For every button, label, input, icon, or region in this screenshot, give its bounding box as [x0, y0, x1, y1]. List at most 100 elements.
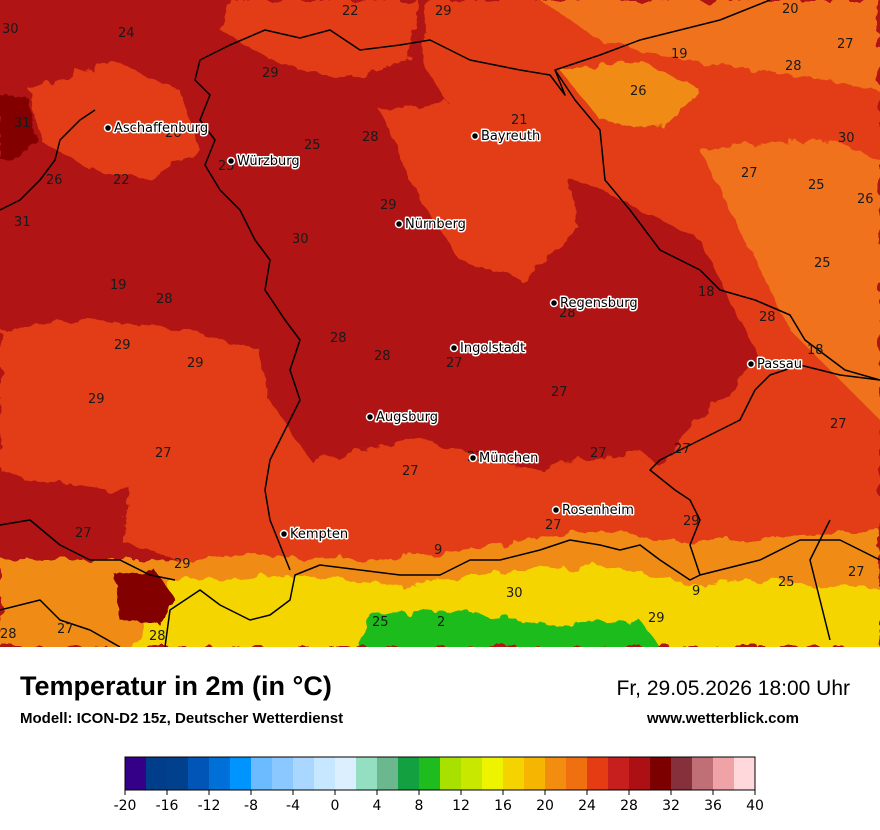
temperature-value: 30: [506, 586, 523, 601]
border-hesse: [0, 109, 96, 211]
temperature-value: 29: [683, 514, 700, 529]
temperature-value: 18: [698, 285, 715, 300]
temperature-value: 26: [630, 84, 647, 99]
city-marker: [449, 343, 459, 353]
legend-tick-label: 40: [746, 798, 764, 814]
legend-color-swatch: [419, 757, 441, 790]
temperature-value: 25: [808, 178, 825, 193]
temperature-value: 28: [559, 306, 576, 321]
temperature-value: 31: [14, 116, 31, 131]
legend-color-swatch: [608, 757, 630, 790]
legend-color-swatch: [692, 757, 714, 790]
legend-color-swatch: [503, 757, 525, 790]
city-label: Bayreuth: [481, 129, 540, 144]
temperature-value: 29: [435, 4, 452, 19]
city-marker: [103, 123, 113, 133]
temperature-value: 29: [114, 338, 131, 353]
border-tyrol: [809, 519, 831, 641]
legend-color-swatch: [188, 757, 210, 790]
legend-color-swatch: [545, 757, 567, 790]
temperature-value: 28: [785, 59, 802, 74]
border-bavaria-north: [199, 0, 771, 96]
border-czech: [554, 69, 880, 381]
temperature-value: 27: [837, 37, 854, 52]
temperature-value: 20: [782, 2, 799, 17]
border-switzerland-2: [0, 599, 121, 647]
temperature-value: 29: [262, 66, 279, 81]
temperature-value: 27: [830, 417, 847, 432]
legend-color-swatch: [524, 757, 546, 790]
city-markers: Aschaffenburg Würzburg Bayreuth Nürnberg Reg…: [103, 120, 803, 544]
temp-area-fichtelgebirge: [560, 60, 700, 130]
temperature-value: 26: [857, 192, 874, 207]
legend-tick-label: -12: [198, 798, 221, 814]
legend-color-swatch: [167, 757, 189, 790]
temperature-value: 25: [814, 256, 831, 271]
temperature-value: 27: [402, 464, 419, 479]
city-label: Passau: [757, 357, 802, 372]
temperature-value: 30: [2, 22, 19, 37]
temperature-value: 24: [118, 26, 135, 41]
legend-tick-label: -20: [114, 798, 137, 814]
temperature-value: 29: [174, 557, 191, 572]
temp-area-lake-constance: [115, 570, 175, 625]
legend-color-swatch: [251, 757, 273, 790]
temperature-value: 28: [759, 310, 776, 325]
legend-color-swatch: [587, 757, 609, 790]
temp-area-southwest: [120, 400, 700, 575]
temperature-value: 19: [110, 278, 127, 293]
legend-color-swatch: [377, 757, 399, 790]
legend-frame: [124, 756, 756, 791]
city-label: Nürnberg: [405, 217, 466, 232]
legend-tick-label: 16: [494, 798, 512, 814]
city-marker: [394, 219, 404, 229]
legend-tick-label: 32: [662, 798, 680, 814]
legend-tick-label: 12: [452, 798, 470, 814]
city-label: Aschaffenburg: [114, 121, 208, 136]
temperature-value: 29: [380, 198, 397, 213]
legend-color-swatch: [335, 757, 357, 790]
city-label: Augsburg: [376, 410, 438, 425]
border-austria-salzburg: [699, 539, 880, 576]
temperature-value: 21: [511, 113, 528, 128]
border-bavaria-west: [194, 59, 301, 571]
temp-area-franconia-orange: [380, 100, 580, 280]
temperature-value: 27: [741, 166, 758, 181]
temperature-value: 27: [545, 518, 562, 533]
website-link[interactable]: www.wetterblick.com: [647, 710, 799, 727]
model-info: Modell: ICON-D2 15z, Deutscher Wetterdie…: [20, 710, 344, 727]
temperature-value: 28: [156, 292, 173, 307]
city-label: Regensburg: [560, 296, 638, 311]
temperature-value: 9: [692, 584, 700, 599]
temperature-value: 27: [674, 442, 691, 457]
legend-color-swatch: [440, 757, 462, 790]
city-label: Ingolstadt: [460, 341, 525, 356]
temperature-value: 25: [304, 138, 321, 153]
legend-color-swatch: [482, 757, 504, 790]
temperature-value: 27: [155, 446, 172, 461]
city-marker: [226, 156, 236, 166]
color-legend: -20 -16 -12 -8 -4 0 4 8 12 16 20 24 28 32 36 40: [114, 756, 764, 814]
legend-color-swatch: [230, 757, 252, 790]
legend-color-swatch: [629, 757, 651, 790]
temperature-value: 30: [292, 232, 309, 247]
temperature-value: 27: [75, 526, 92, 541]
legend-color-swatch: [146, 757, 168, 790]
temperature-value: 29: [187, 356, 204, 371]
temperature-value: 29: [648, 611, 665, 626]
legend-tick-label: 20: [536, 798, 554, 814]
city-label: Kempten: [290, 527, 348, 542]
temperature-value: 27: [446, 356, 463, 371]
temp-area-alps-green: [360, 610, 660, 647]
legend-color-swatch: [734, 757, 756, 790]
city-label: Rosenheim: [562, 503, 634, 518]
legend-color-swatch: [125, 757, 147, 790]
temperature-value: 9: [434, 543, 442, 558]
map-title: Temperatur in 2m (in °C): [20, 671, 332, 701]
temperature-value: 27: [848, 565, 865, 580]
temp-area-hotspot-west: [0, 95, 35, 160]
temperature-value: 22: [342, 4, 359, 19]
legend-tick-label: -16: [156, 798, 179, 814]
city-label: Würzburg: [237, 154, 300, 169]
